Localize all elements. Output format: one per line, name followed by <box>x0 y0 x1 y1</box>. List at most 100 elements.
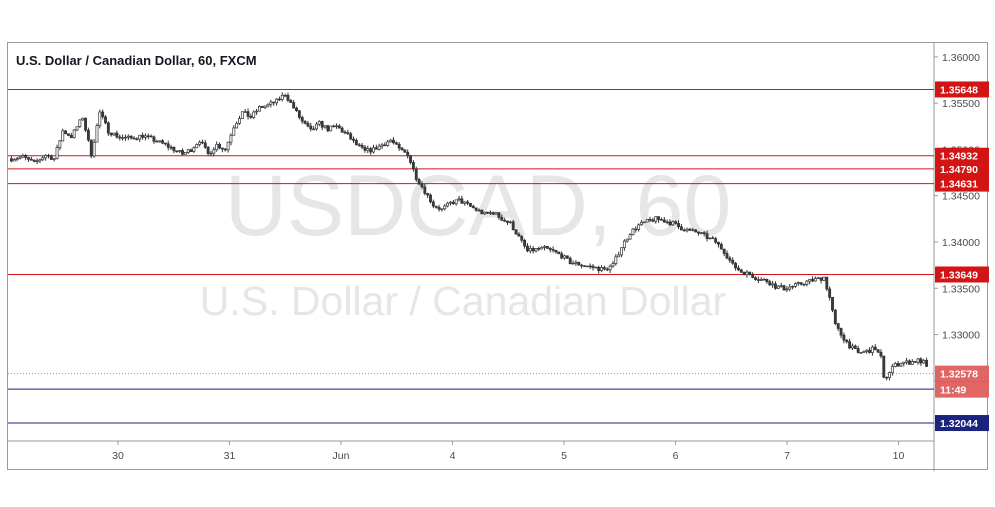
candle-body <box>263 105 267 108</box>
candle-body <box>708 237 712 240</box>
candle-body <box>765 278 769 283</box>
candle-body <box>908 360 911 365</box>
candle-body <box>885 376 889 379</box>
candle-body <box>677 223 680 228</box>
y-tick-label: 1.35500 <box>942 98 980 110</box>
candlestick-chart[interactable]: USDCAD, 60 U.S. Dollar / Canadian Dollar… <box>8 43 989 471</box>
candle-body <box>437 207 441 210</box>
candle-body <box>488 212 492 214</box>
candle-body <box>671 221 675 226</box>
candle-body <box>118 136 122 139</box>
x-tick-label: 10 <box>893 450 905 462</box>
candle-body <box>152 136 156 142</box>
candle-body <box>870 346 874 353</box>
candle-body <box>514 229 518 235</box>
candle-body <box>158 140 162 143</box>
candle-body <box>925 360 929 367</box>
candle-body <box>457 198 461 201</box>
candle-body <box>711 237 715 240</box>
y-tick-label: 1.33500 <box>942 283 980 295</box>
candle-body <box>694 229 698 233</box>
candle-body <box>75 126 79 131</box>
candle-body <box>189 149 193 152</box>
horizontal-levels <box>8 88 934 424</box>
candle-body <box>851 345 854 349</box>
candles <box>9 92 929 381</box>
candle-body <box>86 129 90 141</box>
x-tick-label: 5 <box>561 450 567 462</box>
candle-body <box>779 285 783 287</box>
y-tick-label: 1.33000 <box>942 330 980 342</box>
candle-body <box>24 155 28 158</box>
candle-body <box>101 111 105 118</box>
candle-body <box>209 152 213 155</box>
candle-body <box>269 101 273 105</box>
candle-body <box>449 201 452 204</box>
candle-body <box>380 144 384 147</box>
level-badge-0-text: 1.35648 <box>940 84 978 96</box>
candle-body <box>717 241 720 245</box>
candle-body <box>839 328 843 336</box>
candle-body <box>705 233 709 239</box>
candle-body <box>688 228 692 231</box>
candle-body <box>802 283 806 286</box>
candle-body <box>503 220 507 222</box>
candle-body <box>104 116 107 124</box>
level-badge-3-bg <box>935 175 989 192</box>
candle-body <box>121 137 125 139</box>
candle-body <box>41 157 45 161</box>
candle-body <box>409 155 412 163</box>
candle-body <box>699 232 703 234</box>
candle-body <box>526 245 529 252</box>
candle-body <box>799 282 803 285</box>
candle-body <box>654 216 658 222</box>
candle-body <box>585 265 589 268</box>
candle-body <box>859 352 863 354</box>
candle-body <box>260 106 264 108</box>
candle-body <box>64 130 68 135</box>
candle-body <box>92 141 96 157</box>
candle-body <box>905 360 909 363</box>
candle-body <box>406 151 410 157</box>
last-price-badge-bg <box>935 365 989 382</box>
candle-body <box>138 134 142 140</box>
price-axis[interactable]: 1.360001.355001.350001.345001.340001.335… <box>934 52 980 388</box>
candle-body <box>620 247 623 256</box>
candle-body <box>648 219 652 221</box>
candle-body <box>146 135 150 137</box>
candle-body <box>275 98 278 104</box>
candle-body <box>896 363 900 367</box>
candle-body <box>754 277 757 280</box>
level-badge-3-text: 1.34631 <box>940 179 978 191</box>
candle-body <box>483 211 487 215</box>
candle-body <box>218 143 221 149</box>
candle-body <box>725 253 729 259</box>
candle-body <box>195 144 199 149</box>
candle-body <box>329 125 333 132</box>
candle-body <box>172 146 176 152</box>
candle-body <box>238 118 241 124</box>
y-tick-label: 1.34500 <box>942 191 980 203</box>
candle-body <box>115 132 119 138</box>
candle-body <box>420 183 424 188</box>
candle-body <box>306 122 310 127</box>
candle-body <box>289 100 293 103</box>
time-axis[interactable]: 30 31 Jun 4 5 6 7 10 <box>112 441 904 462</box>
candle-body <box>443 205 447 210</box>
candle-body <box>808 278 812 282</box>
candle-body <box>580 264 584 267</box>
candle-body <box>640 221 643 226</box>
candle-body <box>756 279 760 281</box>
candle-body <box>186 149 190 153</box>
candle-body <box>565 255 569 259</box>
y-tick-label: 1.34000 <box>942 237 980 249</box>
candle-body <box>853 345 857 349</box>
candle-body <box>423 186 427 194</box>
level-badge-4-text: 1.33649 <box>940 269 978 281</box>
countdown-badge-text: 11:49 <box>940 385 966 397</box>
candle-body <box>249 116 253 118</box>
level-badge-2-text: 1.34790 <box>940 164 978 176</box>
candle-body <box>873 346 877 351</box>
candle-body <box>21 155 25 158</box>
candle-body <box>796 282 800 284</box>
